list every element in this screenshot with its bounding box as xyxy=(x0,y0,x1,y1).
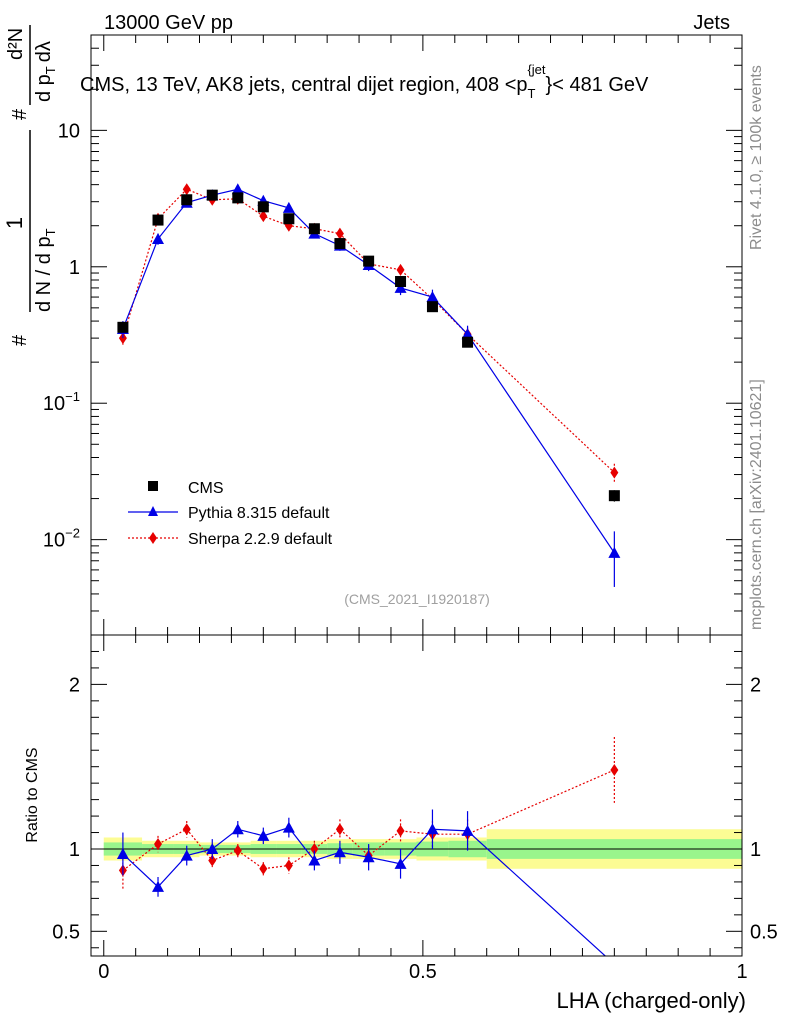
svg-text:#: # xyxy=(9,108,31,120)
data-point xyxy=(462,336,474,348)
ratio-line xyxy=(122,826,607,956)
ratio-point xyxy=(282,821,295,833)
ratio-point xyxy=(152,880,165,892)
data-point xyxy=(610,466,619,479)
data-point xyxy=(334,238,346,250)
x-tick-label: 0.5 xyxy=(409,961,437,983)
legend-label-pythia: Pythia 8.315 default xyxy=(188,505,330,522)
ratio-frame xyxy=(90,634,743,957)
ratio-panel: 0.5 0.51 12 20 0.5 1 Ratio to CMS LHA (charge… xyxy=(24,634,778,1013)
ratio-point xyxy=(308,854,321,866)
data-point xyxy=(608,546,621,558)
ratio-point xyxy=(426,823,439,835)
main-data xyxy=(116,183,621,587)
data-point xyxy=(394,281,407,293)
ratio-y-tick-label: 2 xyxy=(69,674,80,696)
data-point xyxy=(396,263,405,276)
series-line xyxy=(122,188,615,474)
main-title: CMS, 13 TeV, AK8 jets, central dijet reg… xyxy=(80,62,649,101)
y-tick-label: 10 xyxy=(58,120,80,142)
ratio-point xyxy=(116,847,129,859)
x-axis-label: LHA (charged-only) xyxy=(556,988,746,1013)
legend: CMS Pythia 8.315 default Sherpa 2.2.9 de… xyxy=(128,480,333,548)
header-left: 13000 GeV pp xyxy=(104,12,233,34)
main-panel: 10−2 10−1 1 10 CMS, 13 TeV, AK8 jets, centr… xyxy=(2,25,743,636)
ratio-point xyxy=(231,823,244,835)
data-point xyxy=(426,301,438,313)
data-point xyxy=(282,201,295,213)
ratio-y-tick-label-right: 2 xyxy=(750,674,761,696)
legend-label-sherpa: Sherpa 2.2.9 default xyxy=(188,531,333,548)
data-point xyxy=(152,214,164,226)
ratio-y-tick-label-right: 0.5 xyxy=(750,921,778,943)
data-point xyxy=(395,276,407,288)
data-point xyxy=(283,213,295,225)
ratio-point xyxy=(259,862,268,875)
data-point xyxy=(363,255,375,267)
y-tick-label: 1 xyxy=(69,257,80,279)
ratio-point xyxy=(333,846,346,858)
ratio-point xyxy=(610,763,619,776)
header-right: Jets xyxy=(693,12,730,34)
ratio-y-tick-label: 0.5 xyxy=(52,921,80,943)
data-point xyxy=(426,291,439,303)
ratio-point xyxy=(180,849,193,861)
legend-label-cms: CMS xyxy=(188,480,224,497)
data-point xyxy=(231,183,244,195)
svg-text:d N / d pT: d N / d pT xyxy=(33,228,58,312)
data-point xyxy=(257,201,269,213)
legend-marker-cms xyxy=(148,481,158,491)
ratio-point xyxy=(362,851,375,863)
data-point xyxy=(182,183,191,196)
ratio-point xyxy=(284,859,293,872)
data-point xyxy=(308,223,320,235)
ratio-axis-ticks: 0.5 0.51 12 20 0.5 1 xyxy=(52,635,778,983)
ratio-point xyxy=(182,823,191,836)
ratio-point xyxy=(233,844,242,857)
series-line xyxy=(122,188,615,554)
data-point xyxy=(206,189,218,201)
data-point xyxy=(152,232,165,244)
ratio-bands xyxy=(91,829,742,869)
data-point xyxy=(181,194,193,206)
watermark: (CMS_2021_I1920187) xyxy=(344,591,490,607)
svg-text:d²N: d²N xyxy=(5,28,27,60)
ratio-y-tick-label: 1 xyxy=(69,839,80,861)
ratio-point xyxy=(154,838,163,851)
data-point xyxy=(117,321,129,333)
svg-text:d pTdλ: d pTdλ xyxy=(33,41,58,102)
main-y-label: # 1 d N / d pT # d²N d pTdλ xyxy=(2,25,58,346)
svg-text:#: # xyxy=(9,334,31,346)
data-point xyxy=(335,227,344,240)
data-point xyxy=(608,490,620,502)
ratio-point xyxy=(461,824,474,836)
main-axis-ticks: 10−2 10−1 1 10 xyxy=(43,34,743,636)
ratio-data xyxy=(116,737,619,956)
x-tick-label: 0 xyxy=(98,961,109,983)
y-tick-label: 10−1 xyxy=(43,389,80,415)
mcplots-label: mcplots.cern.ch [arXiv:2401.10621] xyxy=(748,379,765,630)
rivet-label: Rivet 4.1.0, ≥ 100k events xyxy=(748,65,765,250)
svg-text:1: 1 xyxy=(2,217,27,229)
ratio-point xyxy=(394,857,407,869)
ratio-point xyxy=(208,854,217,867)
ratio-y-tick-label-right: 1 xyxy=(750,839,761,861)
y-tick-label: 10−2 xyxy=(43,526,80,552)
data-point xyxy=(259,210,268,223)
legend-marker-sherpa xyxy=(149,532,157,544)
legend-marker-pythia xyxy=(148,506,158,516)
data-point xyxy=(232,192,244,204)
ratio-point xyxy=(206,843,219,854)
ratio-point xyxy=(310,843,319,855)
ratio-point xyxy=(396,824,405,837)
data-point xyxy=(461,328,474,340)
ratio-y-label: Ratio to CMS xyxy=(24,747,41,842)
x-tick-label: 1 xyxy=(736,961,747,983)
ratio-point xyxy=(335,823,344,836)
ratio-point xyxy=(257,829,270,841)
